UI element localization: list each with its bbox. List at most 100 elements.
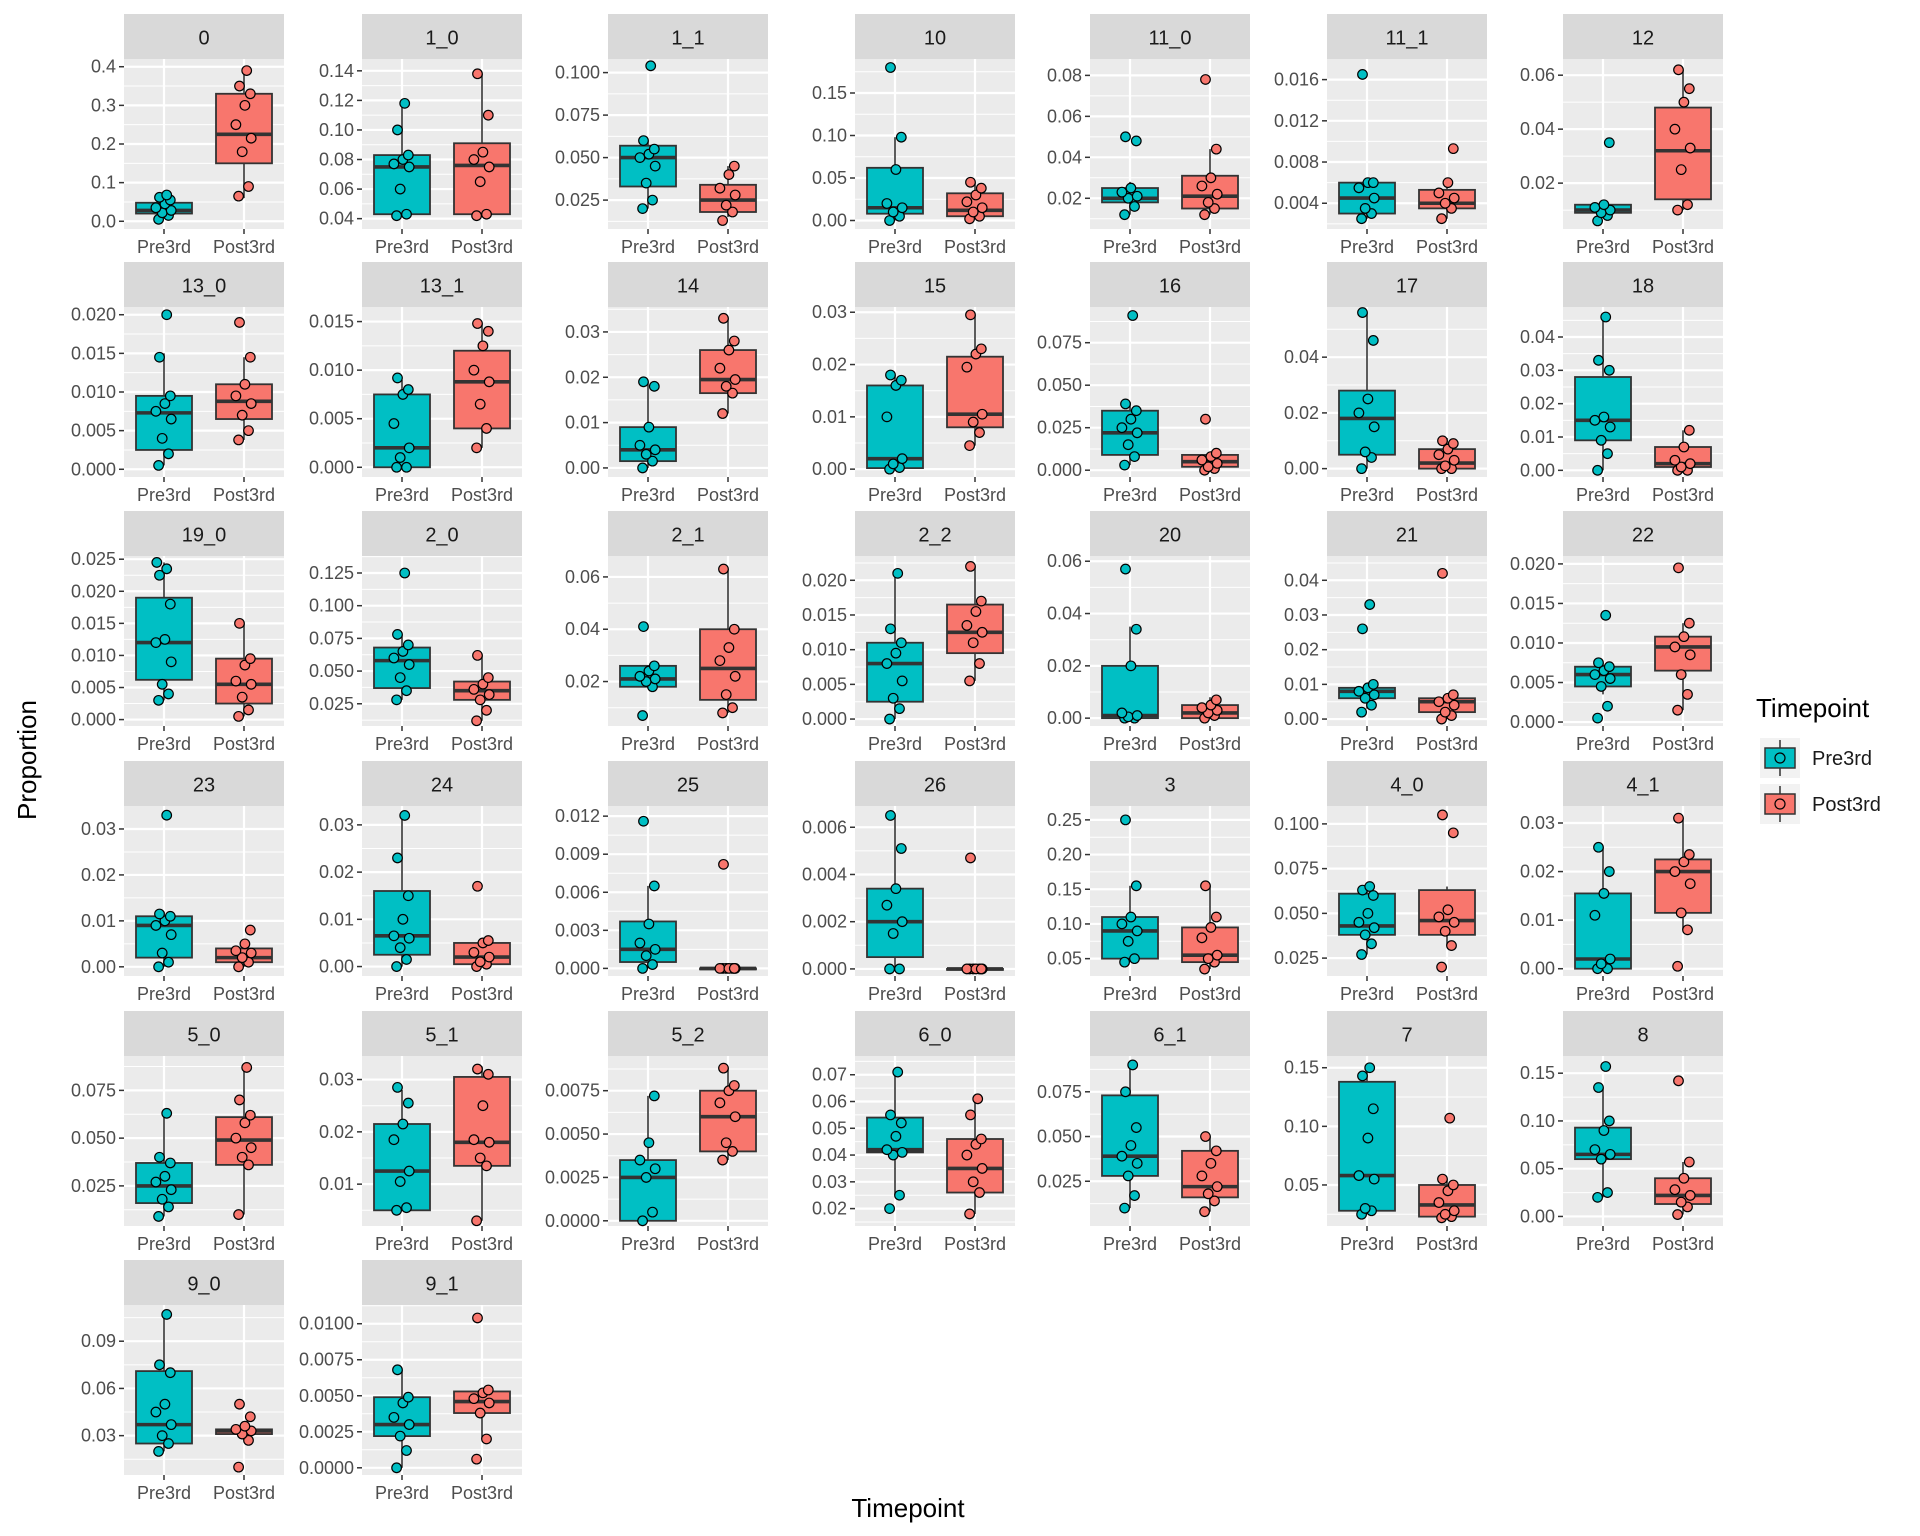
box-pre3rd [1338,307,1396,475]
data-point [1127,310,1139,321]
facet-panel-9-1: 9_1 0.0000 0.0025 0.0050 0.0075 0.0100 Pre3rd P… [299,1260,522,1503]
data-point [161,809,173,821]
y-tick-label: 0.06 [565,567,600,587]
data-point [1683,424,1695,436]
box-pre3rd [1101,563,1159,724]
box-body [453,349,511,430]
facet-strip-label: 25 [677,775,699,797]
box-post3rd [946,852,1004,975]
facet-panel-22: 22 0.000 0.005 0.010 0.015 0.020 Pre3rd Post3rd [1510,511,1723,754]
data-point [647,959,658,970]
data-point [896,453,908,465]
data-point [154,1151,165,1163]
data-point [1116,422,1128,434]
data-point [1589,909,1601,921]
data-point [964,675,975,687]
data-point [892,567,904,579]
data-point [245,132,257,144]
data-point [1684,142,1696,154]
data-point [1353,916,1365,928]
data-point [1131,1157,1143,1169]
box-pre3rd [1101,1059,1159,1214]
data-point [1210,911,1222,923]
data-point [472,318,483,329]
y-tick-label: 0.2 [91,134,116,154]
y-tick-label: 0.010 [71,382,116,402]
data-point [718,563,729,575]
y-tick-label: 0.02 [1284,640,1319,660]
x-tick-label: Pre3rd [1103,984,1157,1004]
data-point [1436,961,1447,973]
data-point [729,374,741,385]
x-tick-label: Post3rd [1416,237,1478,257]
data-point [394,1176,406,1187]
y-tick-label: 0.04 [1284,570,1319,590]
facet-strip-label: 10 [924,28,946,50]
data-point [230,1132,242,1144]
facet-strip-label: 7 [1401,1025,1412,1047]
data-point [1442,177,1454,189]
data-point [243,704,254,716]
facet-panel-6-1: 6_1 0.025 0.050 0.075 Pre3rd Post3rd [1037,1011,1250,1254]
y-tick-label: 0.006 [555,882,600,902]
data-point [1684,1190,1696,1201]
y-tick-label: 0.050 [1274,903,1319,923]
data-point [1368,192,1380,204]
facet-strip-label: 5_2 [671,1025,704,1047]
data-point [727,702,738,714]
data-point [472,1312,483,1324]
data-point [482,1384,494,1396]
data-point [388,418,400,429]
data-point [1589,202,1601,213]
data-point [1210,143,1222,155]
data-point [1199,963,1210,975]
y-tick-label: 0.020 [802,570,847,590]
y-tick-label: 0.02 [565,367,600,387]
data-point [468,683,480,695]
y-tick-label: 0.4 [91,57,116,77]
box-post3rd [1181,694,1239,724]
data-point [634,670,646,682]
x-tick-label: Pre3rd [1576,984,1630,1004]
y-tick-label: 0.004 [1274,193,1319,213]
x-tick-label: Pre3rd [1576,734,1630,754]
facet-strip-label: 19_0 [182,525,227,547]
facet-strip-label: 18 [1632,276,1654,298]
data-point [1447,1179,1459,1191]
data-point [1209,203,1220,214]
y-tick-label: 0.050 [1037,1127,1082,1147]
data-point [159,1170,171,1182]
data-point [165,656,177,668]
facet-panel-5-2: 5_2 0.0000 0.0025 0.0050 0.0075 Pre3rd Post3rd [545,1011,768,1254]
data-point [1589,414,1601,426]
data-point [1439,925,1451,937]
data-point [392,124,403,136]
data-point [637,1215,648,1227]
data-point [1437,567,1448,579]
facet-strip [1327,761,1487,806]
facet-strip [855,1011,1015,1056]
facet-panel-19-0: 19_0 0.000 0.005 0.010 0.015 0.020 0.025 Pre3rd… [71,511,284,754]
y-tick-label: 0.15 [1520,1063,1555,1083]
facet-strip-label: 8 [1637,1025,1648,1047]
y-tick-label: 0.002 [802,912,847,932]
data-point [723,344,735,356]
data-point [481,1160,492,1172]
data-point [1210,447,1222,459]
box-pre3rd [135,809,193,973]
data-point [1595,681,1607,692]
data-point [1433,449,1445,461]
data-point [884,963,895,975]
x-tick-label: Post3rd [944,1234,1006,1254]
box-post3rd [453,318,511,454]
facet-panel-9-0: 9_0 0.03 0.06 0.09 Pre3rd Post3rd [81,1260,284,1503]
data-point [1598,888,1610,899]
data-point [394,183,406,195]
data-point [974,658,985,669]
y-tick-label: 0.100 [1274,814,1319,834]
x-tick-label: Pre3rd [868,984,922,1004]
data-point [403,161,415,173]
data-point [961,1149,973,1161]
data-point [1122,935,1134,947]
facet-strip [124,1011,284,1056]
